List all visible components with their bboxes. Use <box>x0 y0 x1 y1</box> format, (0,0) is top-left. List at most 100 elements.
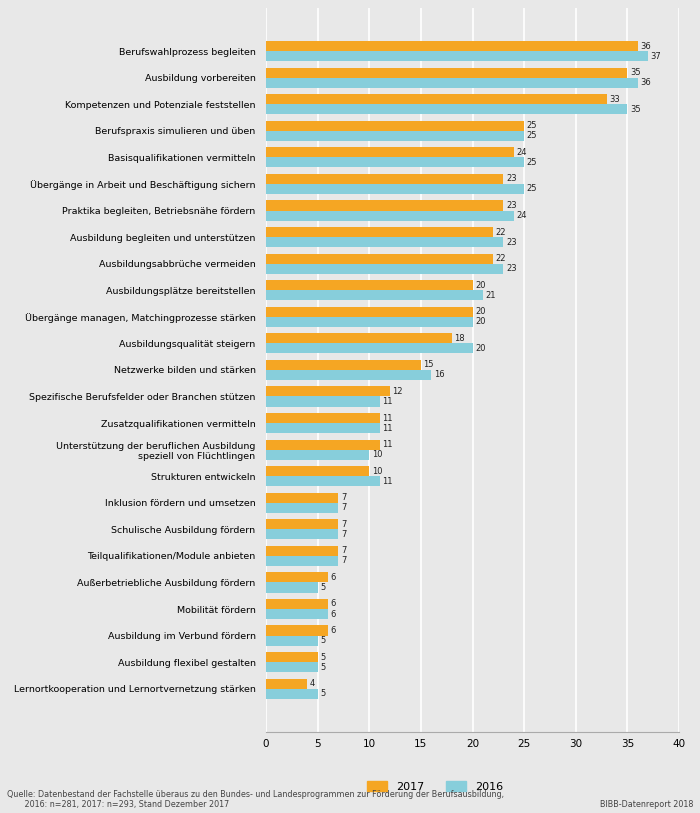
Bar <box>266 493 338 502</box>
Bar <box>266 307 472 317</box>
Bar <box>266 502 338 513</box>
Text: 25: 25 <box>526 121 537 130</box>
Bar <box>266 636 318 646</box>
Text: 7: 7 <box>341 556 346 565</box>
Bar <box>266 184 524 194</box>
Text: 33: 33 <box>609 94 620 104</box>
Text: 7: 7 <box>341 493 346 502</box>
Text: 22: 22 <box>496 254 506 263</box>
Text: 25: 25 <box>526 158 537 167</box>
Text: 24: 24 <box>517 148 527 157</box>
Bar <box>266 131 524 141</box>
Bar <box>266 51 648 61</box>
Text: 25: 25 <box>526 185 537 193</box>
Bar <box>266 147 514 158</box>
Text: 10: 10 <box>372 450 382 459</box>
Legend: 2017, 2016: 2017, 2016 <box>363 777 508 797</box>
Text: 35: 35 <box>630 105 640 114</box>
Text: 22: 22 <box>496 228 506 237</box>
Bar <box>266 280 472 290</box>
Text: BIBB-Datenreport 2018: BIBB-Datenreport 2018 <box>600 800 693 809</box>
Text: 35: 35 <box>630 68 640 77</box>
Text: 12: 12 <box>393 387 403 396</box>
Bar <box>266 94 607 104</box>
Bar <box>266 254 493 263</box>
Text: Quelle: Datenbestand der Fachstelle überaus zu den Bundes- und Landesprogrammen : Quelle: Datenbestand der Fachstelle über… <box>7 789 504 809</box>
Text: 5: 5 <box>320 689 326 698</box>
Bar <box>266 556 338 566</box>
Text: 23: 23 <box>506 175 517 184</box>
Text: 23: 23 <box>506 264 517 273</box>
Bar <box>266 440 379 450</box>
Bar <box>266 529 338 539</box>
Bar <box>266 104 627 115</box>
Text: 36: 36 <box>640 41 651 50</box>
Bar <box>266 582 318 593</box>
Bar <box>266 370 431 380</box>
Text: 11: 11 <box>382 414 393 423</box>
Text: 23: 23 <box>506 237 517 246</box>
Bar <box>266 158 524 167</box>
Bar <box>266 317 472 327</box>
Bar <box>266 333 452 343</box>
Bar <box>266 520 338 529</box>
Text: 7: 7 <box>341 503 346 512</box>
Text: 7: 7 <box>341 530 346 539</box>
Text: 6: 6 <box>330 610 336 619</box>
Text: 5: 5 <box>320 636 326 646</box>
Bar <box>266 599 328 609</box>
Bar <box>266 360 421 370</box>
Text: 25: 25 <box>526 132 537 141</box>
Text: 7: 7 <box>341 520 346 528</box>
Bar <box>266 679 307 689</box>
Bar <box>266 263 503 274</box>
Bar <box>266 423 379 433</box>
Bar <box>266 572 328 582</box>
Bar <box>266 343 472 354</box>
Bar <box>266 386 390 397</box>
Text: 20: 20 <box>475 280 486 289</box>
Bar <box>266 466 370 476</box>
Bar <box>266 67 627 78</box>
Text: 11: 11 <box>382 440 393 449</box>
Bar <box>266 174 503 184</box>
Text: 5: 5 <box>320 583 326 592</box>
Bar <box>266 413 379 423</box>
Text: 21: 21 <box>485 291 496 300</box>
Bar <box>266 689 318 699</box>
Text: 23: 23 <box>506 201 517 210</box>
Text: 5: 5 <box>320 653 326 662</box>
Text: 36: 36 <box>640 78 651 87</box>
Bar <box>266 41 638 51</box>
Text: 20: 20 <box>475 317 486 326</box>
Text: 5: 5 <box>320 663 326 672</box>
Bar <box>266 652 318 662</box>
Text: 10: 10 <box>372 467 382 476</box>
Bar <box>266 450 370 459</box>
Bar <box>266 476 379 486</box>
Bar <box>266 201 503 211</box>
Text: 20: 20 <box>475 307 486 316</box>
Text: 15: 15 <box>424 360 434 369</box>
Text: 18: 18 <box>454 334 465 343</box>
Bar <box>266 546 338 556</box>
Text: 4: 4 <box>310 679 315 688</box>
Bar <box>266 211 514 220</box>
Bar <box>266 397 379 406</box>
Bar <box>266 227 493 237</box>
Text: 37: 37 <box>650 52 662 61</box>
Text: 20: 20 <box>475 344 486 353</box>
Bar <box>266 609 328 620</box>
Text: 11: 11 <box>382 397 393 406</box>
Bar <box>266 662 318 672</box>
Bar <box>266 237 503 247</box>
Text: 11: 11 <box>382 476 393 485</box>
Text: 24: 24 <box>517 211 527 220</box>
Bar <box>266 120 524 131</box>
Bar <box>266 78 638 88</box>
Text: 6: 6 <box>330 599 336 608</box>
Text: 6: 6 <box>330 626 336 635</box>
Text: 11: 11 <box>382 424 393 433</box>
Bar <box>266 625 328 636</box>
Text: 16: 16 <box>434 371 444 380</box>
